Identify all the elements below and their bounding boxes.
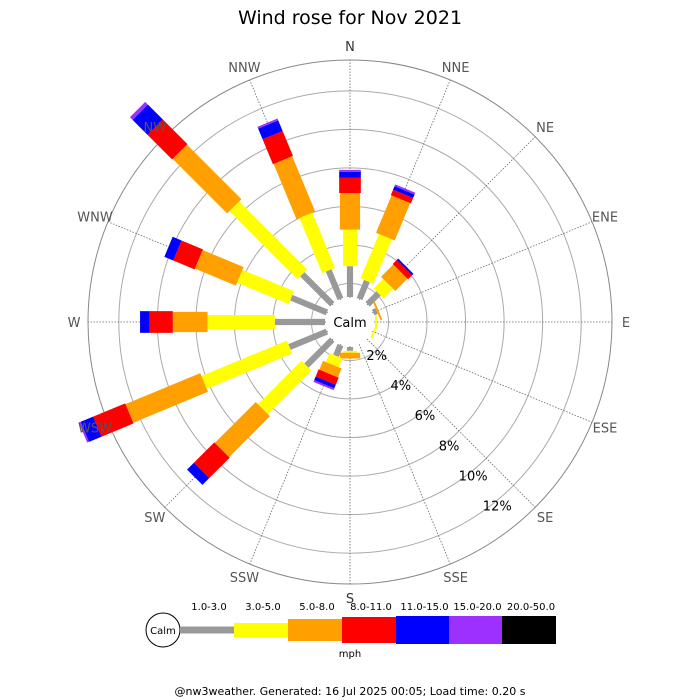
bar-nnw-bin-6: [257, 118, 279, 129]
bar-wsw-bin-6: [78, 421, 89, 443]
bar-nne-bin-1: [356, 279, 370, 301]
spoke-ese: [349, 321, 593, 423]
direction-label-ssw: SSW: [230, 571, 260, 586]
percent-label-8: 8%: [439, 439, 460, 454]
legend-label-1: 1.0-3.0: [191, 602, 226, 613]
bar-wnw-bin-4: [173, 240, 203, 270]
bar-nw-bin-4: [147, 119, 188, 160]
legend-swatch-3: [288, 619, 342, 641]
direction-label-sw: SW: [144, 511, 165, 526]
legend-units: mph: [339, 649, 361, 660]
bar-nw-bin-5: [132, 104, 163, 135]
bar-ssw-bin-6: [313, 380, 335, 391]
direction-label-wnw: WNW: [77, 210, 113, 225]
bar-ne-bin-3: [380, 264, 408, 292]
bar-ese-bin-2: [370, 325, 378, 339]
direction-label-ene: ENE: [592, 210, 618, 225]
bar-ssw-bin-2: [325, 353, 343, 368]
legend-swatch-6: [449, 616, 502, 644]
calm-circle: [326, 298, 374, 346]
legend-label-4: 8.0-11.0: [350, 602, 392, 613]
bar-nw-bin-1: [300, 272, 335, 307]
percent-label-6: 6%: [415, 409, 436, 424]
legend-calm-label: Calm: [150, 626, 176, 637]
bar-ne-bin-5: [396, 258, 414, 276]
bar-wnw-bin-2: [237, 269, 294, 305]
bar-nne-bin-5: [393, 186, 415, 199]
direction-label-n: N: [345, 40, 355, 55]
direction-label-sse: SSE: [443, 571, 468, 586]
bar-ne-bin-2: [373, 278, 394, 299]
bar-nnw-bin-1: [325, 269, 344, 301]
bar-wsw-bin-5: [80, 416, 102, 442]
direction-label-e: E: [622, 316, 630, 331]
direction-label-se: SE: [537, 511, 553, 526]
percent-labels: 2%4% 6%8% 10% 12%: [366, 349, 511, 514]
bar-nw-bin-6: [129, 101, 148, 120]
footer-text: @nw3weather. Generated: 16 Jul 2025 00:0…: [175, 685, 526, 698]
bar-nne-bin-4: [390, 189, 414, 204]
bar-ne-bin-1: [365, 291, 381, 307]
legend-label-7: 20.0-50.0: [507, 602, 555, 613]
legend-swatch-1: [180, 626, 234, 634]
percent-label-12: 12%: [483, 499, 512, 514]
direction-label-w: W: [68, 316, 81, 331]
bar-wnw-bin-1: [290, 294, 329, 316]
bar-ene-bin-3: [372, 300, 383, 321]
direction-label-nne: NNE: [442, 61, 470, 76]
bar-nnw-bin-2: [299, 212, 336, 274]
legend-swatch-5: [396, 616, 449, 644]
legend-items: 1.0-3.0 3.0-5.0 5.0-8.0 8.0-11.0 11.0-15.0 15…: [180, 602, 556, 644]
bar-sw-bin-5: [187, 462, 210, 485]
percent-label-4: 4%: [390, 379, 411, 394]
bar-nnw-bin-3: [273, 156, 316, 220]
legend-label-6: 15.0-20.0: [453, 602, 501, 613]
direction-label-ne: NE: [536, 121, 554, 136]
bar-wsw-bin-4: [93, 403, 134, 437]
bar-nne-bin-2: [360, 233, 392, 284]
direction-label-ese: ESE: [593, 422, 618, 437]
spoke-sse: [349, 321, 451, 565]
calm-label: Calm: [333, 316, 366, 331]
bar-ssw-bin-3: [319, 360, 342, 378]
bar-ene-bin-1: [371, 308, 378, 316]
direction-label-s: S: [346, 592, 354, 607]
legend-label-2: 3.0-5.0: [245, 602, 280, 613]
bar-wnw-bin-5: [164, 236, 182, 261]
bar-wsw-bin-3: [125, 373, 208, 423]
bar-ssw-bin-4: [315, 369, 339, 385]
bar-nne-bin-6: [394, 184, 416, 195]
bar-wsw-bin-2: [201, 340, 293, 389]
bar-nnw-bin-4: [262, 131, 293, 165]
chart-title: Wind rose for Nov 2021: [238, 7, 462, 29]
bar-ssw-bin-1: [333, 343, 344, 357]
legend-label-5: 11.0-15.0: [400, 602, 448, 613]
bar-ssw-bin-5: [314, 376, 336, 389]
bar-sw-bin-1: [304, 337, 335, 368]
bar-ne-bin-4: [392, 259, 413, 280]
bar-wsw-bin-1: [288, 328, 329, 350]
direction-label-nw: NW: [144, 121, 167, 136]
direction-labels: N NNE NE ENE E ESE SE SSE S SSW SW WSW W WNW NW NNW: [68, 40, 631, 607]
direction-label-wsw: WSW: [78, 422, 112, 437]
bar-nw-bin-2: [229, 201, 308, 280]
bar-sw-bin-4: [193, 442, 230, 479]
direction-label-nnw: NNW: [228, 61, 260, 76]
bar-nne-bin-3: [376, 195, 411, 241]
bar-wnw-bin-3: [194, 250, 244, 286]
wind-bars: [78, 101, 416, 485]
legend: Calm 1.0-3.0 3.0-5.0 5.0-8.0 8.0-11.0 11.0-1…: [145, 602, 556, 660]
legend-swatch-7: [502, 616, 556, 644]
bar-nw-bin-3: [172, 144, 242, 214]
legend-swatch-2: [234, 623, 288, 637]
bar-sw-bin-3: [214, 402, 270, 458]
percent-label-10: 10%: [459, 469, 488, 484]
percent-label-2: 2%: [366, 349, 387, 364]
legend-swatch-4: [342, 617, 396, 643]
bar-nnw-bin-5: [258, 120, 283, 140]
legend-label-3: 5.0-8.0: [299, 602, 334, 613]
bar-sw-bin-2: [257, 360, 312, 415]
